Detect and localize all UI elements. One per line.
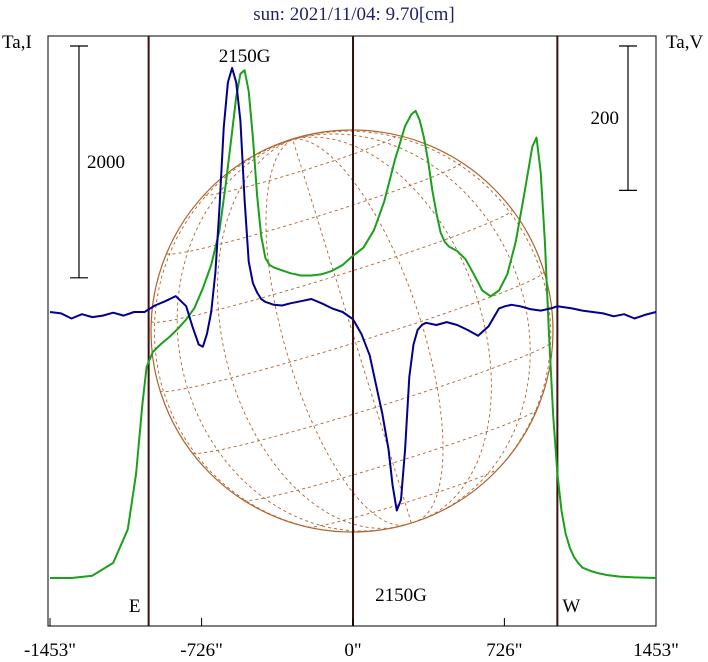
- series-line-intensity: [50, 69, 657, 579]
- peak-annotation: 2150G: [375, 585, 427, 606]
- longitude-line: [292, 138, 444, 521]
- x-tick-label: -726": [180, 640, 223, 661]
- limb-marker-label: E: [129, 596, 141, 617]
- x-tick-label: 726": [486, 640, 522, 661]
- longitude-line: [153, 138, 340, 533]
- heliographic-grid: [150, 130, 553, 533]
- x-tick-label: 0": [344, 640, 361, 661]
- scale-bar-label: 2000: [87, 152, 125, 173]
- limb-marker-label: W: [562, 596, 580, 617]
- chart-title: sun: 2021/11/04: 9.70[cm]: [253, 4, 454, 25]
- peak-annotation: 2150G: [219, 46, 271, 67]
- scale-bar-label: 200: [591, 108, 620, 129]
- x-axis-ticks: -1453" -726" 0" 726" 1453": [24, 618, 679, 661]
- right-axis-label: Ta,V: [666, 32, 703, 53]
- longitude-line: [265, 138, 405, 526]
- latitude-line: [243, 408, 538, 501]
- longitude-line: [292, 130, 552, 491]
- longitude-line: [292, 133, 531, 514]
- series-layer: [49, 67, 657, 579]
- latitude-line: [166, 162, 462, 255]
- latitude-line: [150, 209, 513, 323]
- scale-bars: 2000 200: [70, 45, 637, 279]
- left-axis-label: Ta,I: [2, 32, 32, 53]
- x-tick-label: 1453": [633, 640, 679, 661]
- series-line-polarization: [49, 67, 657, 512]
- latitude-line: [192, 341, 553, 454]
- x-tick-label: -1453": [24, 640, 76, 661]
- longitude-line: [217, 138, 399, 529]
- annotations: 2150G 2150G: [219, 46, 427, 606]
- longitude-line: [292, 136, 492, 520]
